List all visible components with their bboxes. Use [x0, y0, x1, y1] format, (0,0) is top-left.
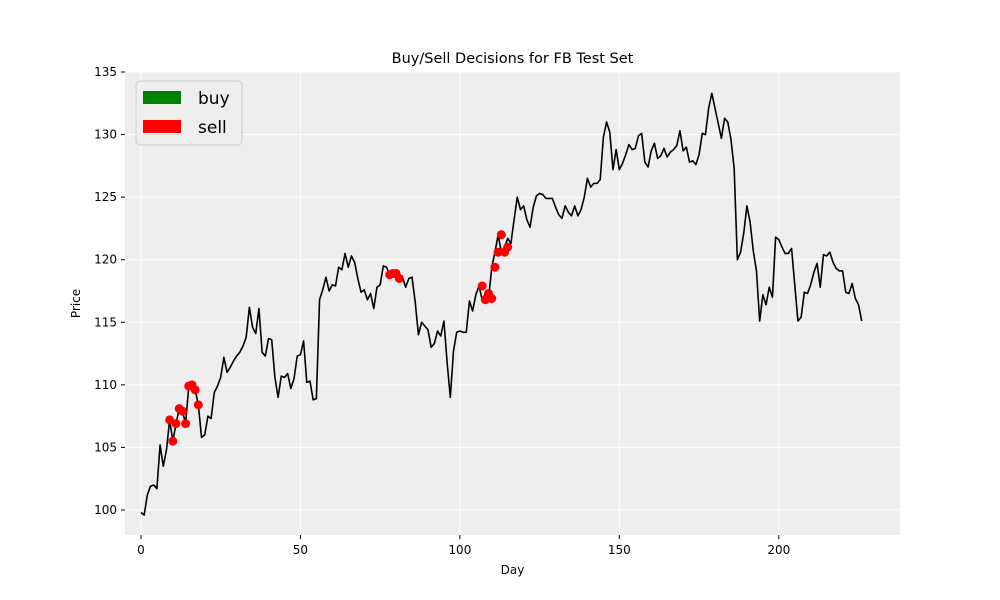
x-axis-label: Day [501, 563, 525, 577]
sell-point [493, 247, 503, 257]
grid [125, 71, 900, 535]
chart-title: Buy/Sell Decisions for FB Test Set [392, 51, 634, 67]
x-tick-label: 0 [137, 543, 145, 557]
legend-swatch-sell [143, 120, 181, 133]
y-tick-label: 115 [94, 315, 117, 329]
x-axis-ticks: 0 50 100 150 200 [137, 535, 790, 557]
sell-point [177, 406, 187, 416]
sell-point [490, 262, 500, 272]
x-tick-label: 150 [608, 543, 631, 557]
plot-background [125, 72, 900, 535]
sell-point [168, 436, 178, 446]
x-tick-label: 50 [293, 543, 308, 557]
sell-point [496, 230, 506, 240]
sell-point [503, 242, 513, 252]
y-tick-label: 100 [94, 503, 117, 517]
y-tick-label: 105 [94, 440, 117, 454]
y-tick-label: 120 [94, 253, 117, 267]
legend-label-sell: sell [198, 118, 227, 138]
sell-point [171, 419, 181, 429]
sell-point [394, 273, 404, 283]
y-tick-label: 135 [94, 65, 117, 79]
x-tick-label: 100 [448, 543, 471, 557]
y-tick-label: 130 [94, 128, 117, 142]
y-tick-label: 110 [94, 378, 117, 392]
legend-label-buy: buy [198, 89, 230, 109]
y-axis-label: Price [69, 289, 83, 318]
sell-point [477, 281, 487, 291]
sell-point [181, 419, 191, 429]
sell-markers [165, 230, 513, 446]
legend-swatch-buy [143, 91, 181, 104]
x-tick-label: 200 [767, 543, 790, 557]
sell-point [190, 385, 200, 395]
legend: buy sell [135, 80, 243, 146]
sell-point [193, 400, 203, 410]
y-tick-label: 125 [94, 190, 117, 204]
y-axis-ticks: 100 105 110 115 120 125 130 135 [94, 65, 125, 517]
sell-point [487, 293, 497, 303]
